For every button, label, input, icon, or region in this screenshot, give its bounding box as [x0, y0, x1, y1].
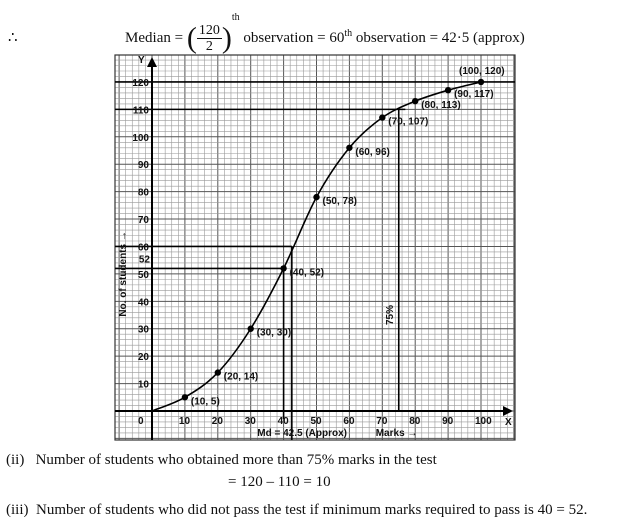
data-point-label: (70, 107): [388, 117, 428, 128]
x-tick-label: 80: [409, 416, 421, 427]
superscript-th: th: [231, 12, 240, 23]
observation-result: observation = 42·5 (approx): [355, 30, 525, 46]
y-tick-label: 30: [138, 325, 150, 336]
data-point: [444, 86, 452, 94]
median-label: Median: [125, 30, 171, 46]
y-tick-label: 90: [138, 160, 150, 171]
equals-sign: =: [174, 30, 184, 46]
data-point: [477, 78, 485, 86]
y-tick-label: 110: [133, 105, 150, 116]
x-tick-label: 90: [442, 416, 454, 427]
fraction-denominator: 2: [205, 39, 213, 55]
answer-iii-number: (iii): [6, 502, 29, 518]
y-tick-label: 10: [138, 380, 150, 391]
x-axis-label: Marks →: [376, 428, 418, 439]
pass-value-label: 52: [139, 254, 151, 265]
median-label: Md = 42.5 (Approx): [257, 428, 347, 439]
y-axis-label: No. of students →: [118, 231, 129, 317]
x-axis-arrow-icon: [503, 406, 513, 416]
y-tick-label: 80: [138, 188, 150, 199]
grid-border: [114, 54, 516, 441]
data-point-label: (100, 120): [459, 66, 505, 77]
x-tick-label: 60: [343, 416, 355, 427]
data-point: [214, 369, 221, 376]
fraction-numerator: 120: [196, 23, 222, 40]
y-tick-label: 20: [138, 352, 150, 363]
paren-open: (: [186, 21, 197, 55]
x-tick-label: 30: [245, 416, 257, 427]
x-tick-label: 50: [311, 416, 323, 427]
grid: [115, 55, 515, 440]
data-point: [247, 325, 254, 332]
observation-text: observation = 60: [243, 30, 345, 46]
data-point: [346, 144, 353, 151]
x-tick-label: 70: [376, 416, 388, 427]
y-axis-letter: Y: [138, 55, 145, 66]
answer-iii-text: Number of students who did not pass the …: [36, 502, 588, 518]
data-point-label: (20, 14): [224, 372, 258, 383]
y-tick-label: 70: [138, 215, 150, 226]
y-tick-label: 120: [132, 78, 149, 89]
data-point-label: (50, 78): [323, 196, 357, 207]
data-point: [379, 114, 386, 121]
y-tick-label: 60: [138, 242, 150, 253]
paren-close: ): [221, 21, 232, 55]
x-tick-label: 40: [278, 416, 290, 427]
origin-label: 0: [138, 416, 144, 427]
data-point-label: (90, 117): [454, 89, 493, 100]
superscript-th-2: th: [344, 28, 353, 39]
therefore-symbol: ∴: [8, 30, 18, 46]
y-tick-label: 100: [132, 133, 149, 144]
data-point: [181, 394, 189, 401]
x-tick-label: 20: [212, 416, 224, 427]
pct75-label: 75%: [385, 305, 396, 325]
x-axis-letter: X: [505, 417, 512, 428]
data-point-label: (40, 52): [290, 267, 324, 278]
answer-ii-text: Number of students who obtained more tha…: [35, 452, 437, 468]
y-axis-arrow-icon: [147, 57, 157, 67]
answer-iii: (iii) Number of students who did not pas…: [6, 502, 587, 519]
data-point-label: (30, 30): [257, 328, 291, 339]
fraction: 120 2: [196, 23, 222, 55]
answer-ii: (ii) Number of students who obtained mor…: [6, 452, 437, 469]
data-point-label: (60, 96): [355, 147, 389, 158]
data-point: [280, 265, 287, 272]
answer-ii-calc: = 120 – 110 = 10: [228, 474, 331, 490]
x-tick-label: 100: [475, 416, 492, 427]
answer-ii-number: (ii): [6, 452, 25, 468]
data-point-label: (80, 113): [421, 100, 460, 111]
data-point-label: (10, 5): [191, 396, 220, 407]
median-heading: ∴ Median = (120 2)th observation = 60th o…: [8, 12, 637, 55]
y-tick-label: 50: [138, 270, 150, 281]
y-tick-label: 40: [138, 297, 150, 308]
data-point: [412, 97, 419, 105]
x-tick-label: 10: [179, 416, 191, 427]
data-point: [313, 193, 320, 201]
